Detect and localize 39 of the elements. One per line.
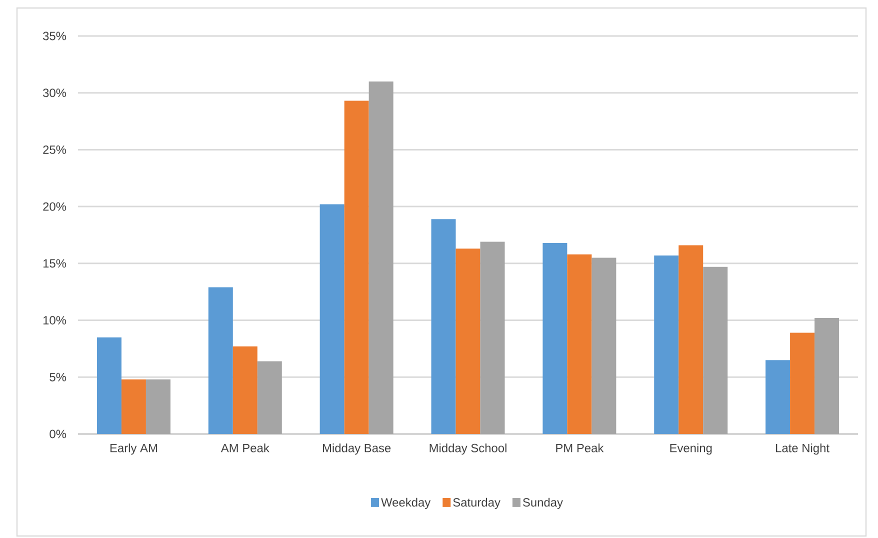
bar <box>703 266 728 434</box>
legend-label: Weekday <box>381 498 431 510</box>
y-tick-label: 0% <box>50 430 66 438</box>
y-tick-label: 35% <box>43 32 66 40</box>
x-tick-label: AM Peak <box>220 444 270 452</box>
bar <box>766 360 790 434</box>
bar <box>208 287 233 434</box>
x-tick-label: Late Night <box>776 444 830 455</box>
bar <box>96 337 122 434</box>
bar <box>678 245 704 434</box>
bar <box>344 100 369 434</box>
x-tick-label: Evening <box>670 444 712 455</box>
legend-label: Saturday <box>453 498 500 510</box>
bar <box>456 248 480 434</box>
bar <box>121 379 146 434</box>
bar <box>542 242 568 434</box>
bar <box>368 81 394 434</box>
bar <box>431 219 456 434</box>
x-tick-label: Midday School <box>430 444 506 455</box>
bar <box>567 254 592 434</box>
y-tick-label: 10% <box>43 316 66 324</box>
y-tick-label: 15% <box>43 259 66 268</box>
y-tick-label: 30% <box>43 88 66 98</box>
bar <box>320 204 344 434</box>
bar <box>146 379 170 434</box>
y-tick-label: 25% <box>43 145 66 154</box>
bar <box>814 318 840 434</box>
y-tick-label: 5% <box>50 372 66 382</box>
x-tick-label: PM Peak <box>556 444 604 452</box>
bar <box>654 255 679 434</box>
x-tick-label: Early AM <box>110 444 157 455</box>
x-tick-label: Midday Base <box>323 444 391 455</box>
bar <box>232 346 258 434</box>
bar <box>257 361 282 434</box>
bar <box>480 242 505 434</box>
bar <box>790 332 815 434</box>
y-tick-label: 20% <box>43 202 66 211</box>
legend-label: Sunday <box>522 498 563 510</box>
bar <box>592 258 616 434</box>
